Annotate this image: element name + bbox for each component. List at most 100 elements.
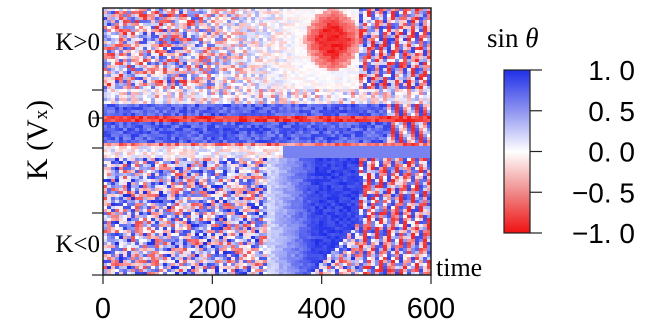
heatmap-cell [263,65,268,69]
heatmap-cell [319,35,324,39]
heatmap-cell [271,224,276,228]
heatmap-cell [155,191,160,195]
heatmap-cell [315,38,320,42]
heatmap-cell [323,251,328,255]
heatmap-cell [159,215,164,219]
heatmap-cell [235,83,240,87]
heatmap-cell [323,11,328,15]
heatmap-cell [167,44,172,48]
heatmap-cell [207,17,212,21]
heatmap-cell [187,68,192,72]
heatmap-cell [135,164,140,168]
heatmap-cell [171,53,176,57]
heatmap-cell [287,59,292,63]
heatmap-cell [219,65,224,69]
heatmap-cell [207,182,212,186]
heatmap-cell [143,272,148,276]
heatmap-cell [107,170,112,174]
heatmap-cell [131,20,136,24]
heatmap-cell [287,245,292,249]
heatmap-cell [167,56,172,60]
heatmap-cell [191,269,196,273]
heatmap-cell [227,11,232,15]
heatmap-cell [127,185,132,189]
heatmap-cell [147,176,152,180]
heatmap-cell [191,59,196,63]
heatmap-cell [227,83,232,87]
heatmap-cell [167,224,172,228]
heatmap-cell [131,59,136,63]
heatmap-cell [155,173,160,177]
heatmap-cell [255,149,260,153]
heatmap-cell [215,200,220,204]
heatmap-cell [231,254,236,258]
heatmap-cell [279,170,284,174]
heatmap-cell [315,32,320,36]
heatmap-cell [195,200,200,204]
heatmap-cells [103,8,432,276]
heatmap-cell [191,146,196,150]
heatmap-cell [207,14,212,18]
heatmap-cell [251,53,256,57]
heatmap-cell [203,77,208,81]
heatmap-cell [263,41,268,45]
heatmap-cell [263,158,268,162]
heatmap-cell [195,233,200,237]
heatmap-cell [175,77,180,81]
heatmap-cell [107,32,112,36]
heatmap-cell [259,104,264,108]
heatmap-cell [103,227,108,231]
heatmap-cell [303,41,308,45]
heatmap-cell [195,77,200,81]
heatmap-cell [211,149,216,153]
heatmap-cell [183,239,188,243]
heatmap-cell [239,242,244,246]
heatmap-cell [155,107,160,111]
heatmap-cell [203,242,208,246]
heatmap-cell [191,98,196,102]
heatmap-cell [103,239,108,243]
heatmap-cell [287,212,292,216]
heatmap-cell [127,26,132,30]
heatmap-cell [315,152,320,156]
heatmap-cell [191,134,196,138]
heatmap-cell [203,251,208,255]
heatmap-cell [315,194,320,198]
heatmap-cell [299,110,304,114]
heatmap-cell [255,77,260,81]
heatmap-cell [223,230,228,234]
heatmap-cell [175,164,180,168]
heatmap-cell [259,131,264,135]
heatmap-cell [299,227,304,231]
heatmap-cell [151,185,156,189]
heatmap-cell [311,263,316,267]
heatmap-cell [263,188,268,192]
heatmap-cell [207,44,212,48]
heatmap-cell [203,191,208,195]
heatmap-cell [147,113,152,117]
heatmap-cell [163,125,168,129]
heatmap-cell [275,98,280,102]
heatmap-cell [279,272,284,276]
heatmap-cell [103,134,108,138]
heatmap-cell [255,80,260,84]
heatmap-cell [227,68,232,72]
heatmap-cell [207,71,212,75]
heatmap-cell [211,116,216,120]
heatmap-cell [163,65,168,69]
heatmap-cell [215,134,220,138]
heatmap-cell [175,17,180,21]
heatmap-cell [111,23,116,27]
heatmap-cell [267,266,272,270]
heatmap-cell [311,110,316,114]
heatmap-cell [227,8,232,12]
heatmap-cell [187,77,192,81]
heatmap-cell [127,227,132,231]
heatmap-cell [251,50,256,54]
heatmap-cell [115,146,120,150]
heatmap-cell [159,269,164,273]
heatmap-cell [103,248,108,252]
heatmap-cell [295,137,300,141]
heatmap-cell [239,260,244,264]
heatmap-cell [255,260,260,264]
